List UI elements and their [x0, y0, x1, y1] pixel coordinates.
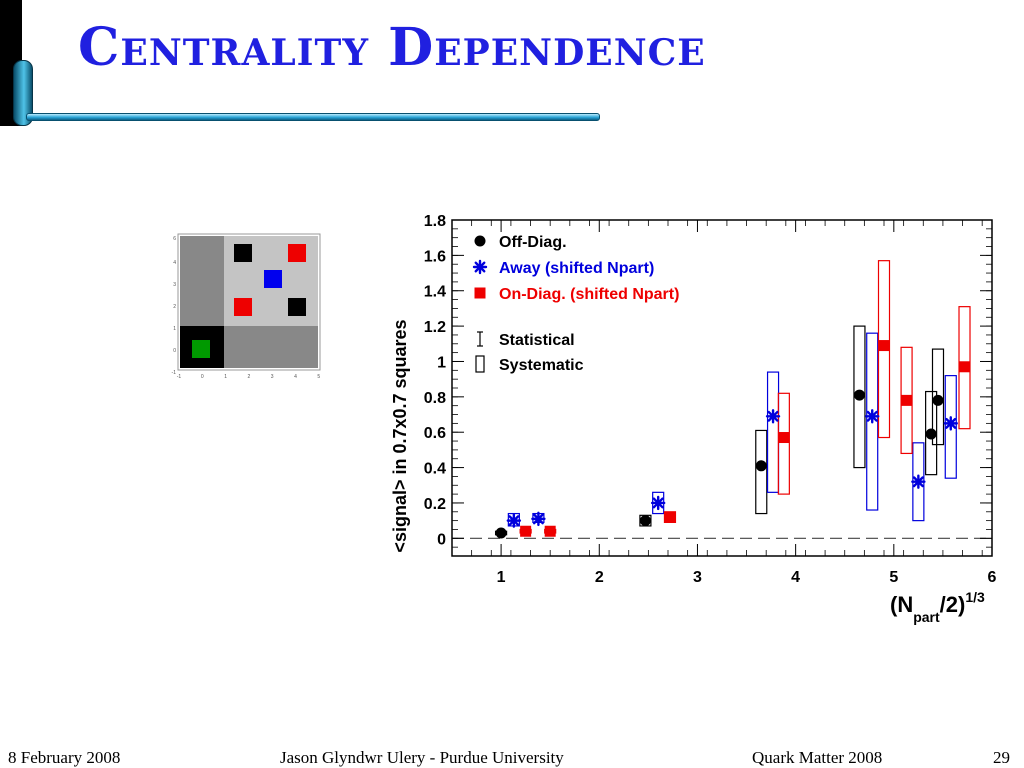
inset-square-green — [192, 340, 210, 358]
y-tick-label: 1.4 — [424, 284, 446, 301]
x-tick-label: 6 — [988, 569, 997, 586]
inset-square-black-2 — [288, 298, 306, 316]
inset-y-tick-label: 2 — [173, 304, 176, 310]
systematic-box — [853, 325, 866, 469]
data-point — [911, 474, 926, 489]
legend-label: Systematic — [499, 357, 584, 374]
systematic-box — [777, 392, 790, 495]
accent-knob — [13, 60, 33, 126]
inset-y-tick-label: 4 — [173, 260, 176, 266]
inset-frame — [177, 233, 321, 371]
y-tick-label: 1.6 — [424, 248, 446, 265]
data-point — [943, 416, 958, 431]
y-tick-label: 1 — [437, 354, 446, 371]
data-point — [650, 495, 666, 511]
inset-x-tick-label: 2 — [248, 374, 251, 380]
inset-y-tick-label: 1 — [173, 326, 176, 332]
signal-vs-npart-chart: 0 0.2 0.4 0.6 0.8 1 1.2 1.4 1.6 1.8 1 2 3 4 5 6 Off-Dia… — [380, 208, 1002, 638]
region-diagram: 6 4 3 2 1 0 -1 -1 0 1 2 3 4 5 — [168, 226, 328, 382]
data-point — [765, 409, 781, 424]
legend-entry: On-Diag. (shifted Npart) — [474, 286, 679, 303]
data-point — [520, 525, 532, 537]
data-point — [901, 394, 913, 406]
legend-label: Statistical — [499, 332, 575, 349]
y-tick-label: 1.2 — [424, 319, 446, 336]
data-point — [531, 511, 546, 527]
inset-square-red-2 — [234, 298, 252, 316]
systematic-box — [755, 429, 768, 515]
y-axis-label: <signal> in 0.7x0.7 squares — [390, 319, 410, 552]
data-point — [865, 409, 880, 424]
slide-title: Centrality Dependence — [78, 17, 706, 78]
data-point — [878, 340, 890, 352]
y-tick-label: 0.8 — [424, 390, 446, 407]
x-tick-label: 4 — [791, 569, 800, 586]
y-tick-label: 0 — [437, 531, 446, 548]
x-axis-label-sup: 1/3 — [965, 589, 985, 605]
inset-x-ticks: -1 0 1 2 3 4 5 — [177, 374, 321, 380]
footer-author: Jason Glyndwr Ulery - Purdue University — [280, 748, 564, 767]
x-axis-label-tail: /2) — [940, 592, 966, 617]
inset-x-tick-label: 4 — [294, 374, 297, 380]
title-underline — [26, 113, 600, 121]
legend-entry: Off-Diag. — [474, 234, 567, 251]
inset-lower-region — [224, 326, 318, 368]
legend-entry: Away (shifted Npart) — [472, 259, 654, 277]
x-axis-label-sub: part — [913, 609, 940, 625]
data-point — [959, 361, 971, 373]
x-axis-label-main: (N — [890, 592, 913, 617]
legend-label: Away (shifted Npart) — [499, 260, 654, 277]
x-tick-label: 3 — [693, 569, 702, 586]
y-tick-label: 1.8 — [424, 213, 446, 230]
y-tick-label: 0.2 — [424, 496, 446, 513]
legend-label: Off-Diag. — [499, 234, 567, 251]
data-point — [755, 460, 767, 472]
inset-x-tick-label: -1 — [177, 374, 182, 380]
y-tick-label: 0.6 — [424, 425, 446, 442]
inset-y-tick-label: 0 — [173, 348, 176, 354]
inset-y-tick-label: 6 — [173, 236, 176, 242]
systematic-box — [925, 390, 938, 476]
legend-label: On-Diag. (shifted Npart) — [499, 286, 679, 303]
footer-conference: Quark Matter 2008 — [752, 748, 883, 767]
systematic-box — [931, 348, 945, 446]
data-point — [544, 525, 556, 537]
data-point — [853, 389, 865, 401]
data-point — [778, 432, 790, 444]
y-tick-label: 0.4 — [424, 461, 446, 478]
inset-y-tick-label: 3 — [173, 282, 176, 288]
data-point — [664, 511, 676, 523]
x-tick-label: 1 — [497, 569, 506, 586]
systematic-box — [866, 332, 879, 511]
inset-square-blue — [264, 270, 282, 288]
inset-square-black-1 — [234, 244, 252, 262]
legend-entry: Statistical — [477, 331, 575, 349]
inset-x-tick-label: 0 — [201, 374, 204, 380]
data-point — [506, 513, 522, 528]
x-tick-label: 2 — [595, 569, 604, 586]
systematic-box — [944, 375, 957, 479]
inset-x-tick-label: 1 — [224, 374, 227, 380]
inset-x-tick-label: 5 — [317, 374, 320, 380]
footer-date: 8 February 2008 — [8, 748, 121, 767]
legend-entry: Systematic — [475, 355, 584, 374]
inset-y-ticks: 6 4 3 2 1 0 -1 — [172, 236, 177, 376]
data-point — [925, 428, 937, 440]
inset-square-red-1 — [288, 244, 306, 262]
x-tick-label: 5 — [889, 569, 898, 586]
slide-number: 29 — [993, 748, 1010, 767]
inset-x-tick-label: 3 — [271, 374, 274, 380]
data-point — [639, 515, 651, 527]
data-point — [495, 527, 507, 539]
inset-y-tick-label: -1 — [172, 370, 177, 376]
inset-left-band — [180, 236, 224, 326]
data-point — [932, 394, 944, 406]
x-axis-label: (Npart/2)1/3 — [890, 589, 985, 625]
